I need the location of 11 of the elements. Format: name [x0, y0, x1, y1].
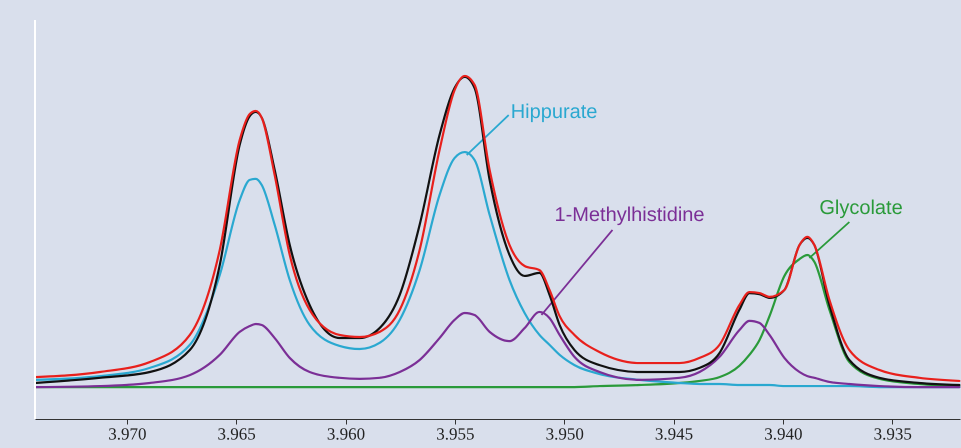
x-tick-label: 3.945 — [654, 424, 694, 444]
x-tick-label: 3.950 — [546, 424, 584, 444]
x-tick-label: 3.955 — [436, 424, 474, 444]
text: 1-Methylhistidine — [554, 204, 705, 226]
x-tick-label: 3.970 — [108, 424, 146, 444]
series-label: Glycolate — [819, 197, 903, 220]
x-tick-label: 3.935 — [874, 424, 912, 444]
x-tick-label: 3.960 — [326, 424, 366, 444]
text: Hippurate — [510, 101, 598, 124]
x-tick-label: 3.940 — [764, 424, 802, 444]
x-tick-label: 3.965 — [218, 424, 256, 444]
